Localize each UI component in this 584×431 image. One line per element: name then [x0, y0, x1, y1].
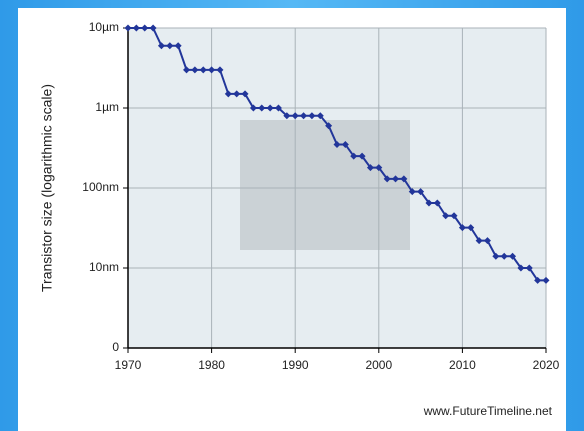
- y-tick-label: 0: [112, 340, 119, 354]
- data-point: [417, 188, 425, 196]
- data-point: [300, 112, 308, 120]
- data-point: [258, 104, 266, 112]
- data-point: [400, 175, 408, 183]
- data-point: [450, 212, 458, 220]
- data-point: [224, 90, 232, 98]
- x-tick-label: 1980: [198, 358, 225, 372]
- y-tick-label: 10nm: [89, 260, 119, 274]
- data-point: [358, 152, 366, 160]
- data-point: [467, 224, 475, 232]
- data-point: [124, 24, 132, 32]
- data-point: [191, 66, 199, 74]
- data-point: [208, 66, 216, 74]
- data-point: [366, 164, 374, 172]
- data-point: [442, 212, 450, 220]
- data-point: [542, 276, 550, 284]
- data-point: [308, 112, 316, 120]
- y-axis-label: Transistor size (logarithmic scale): [39, 84, 55, 292]
- x-tick-label: 2020: [533, 358, 560, 372]
- y-tick-label: 1µm: [95, 100, 119, 114]
- data-point: [183, 66, 191, 74]
- data-point: [241, 90, 249, 98]
- data-point: [149, 24, 157, 32]
- data-point: [534, 276, 542, 284]
- x-tick-label: 1990: [282, 358, 309, 372]
- data-point: [375, 164, 383, 172]
- x-tick-label: 2000: [365, 358, 392, 372]
- y-tick-label: 10µm: [89, 20, 119, 34]
- data-point: [333, 140, 341, 148]
- data-point: [283, 112, 291, 120]
- x-tick-label: 1970: [115, 358, 142, 372]
- data-point: [483, 237, 491, 245]
- data-point: [509, 252, 517, 260]
- chip-decoration: [240, 120, 410, 250]
- data-point: [132, 24, 140, 32]
- data-point: [392, 175, 400, 183]
- data-point: [517, 264, 525, 272]
- data-point: [525, 264, 533, 272]
- data-point: [216, 66, 224, 74]
- y-tick-label: 100nm: [82, 180, 119, 194]
- data-point: [350, 152, 358, 160]
- data-point: [157, 42, 165, 50]
- data-point: [425, 199, 433, 207]
- data-point: [316, 112, 324, 120]
- data-point: [458, 224, 466, 232]
- source-label: www.FutureTimeline.net: [423, 404, 553, 418]
- data-point: [492, 252, 500, 260]
- data-point: [325, 122, 333, 130]
- data-point: [500, 252, 508, 260]
- data-point: [408, 188, 416, 196]
- data-point: [249, 104, 257, 112]
- data-point: [383, 175, 391, 183]
- data-point: [233, 90, 241, 98]
- data-point: [166, 42, 174, 50]
- data-point: [341, 140, 349, 148]
- data-point: [141, 24, 149, 32]
- data-point: [199, 66, 207, 74]
- data-point: [291, 112, 299, 120]
- data-point: [266, 104, 274, 112]
- data-point: [475, 237, 483, 245]
- data-point: [174, 42, 182, 50]
- x-tick-label: 2010: [449, 358, 476, 372]
- data-point: [433, 199, 441, 207]
- data-point: [274, 104, 282, 112]
